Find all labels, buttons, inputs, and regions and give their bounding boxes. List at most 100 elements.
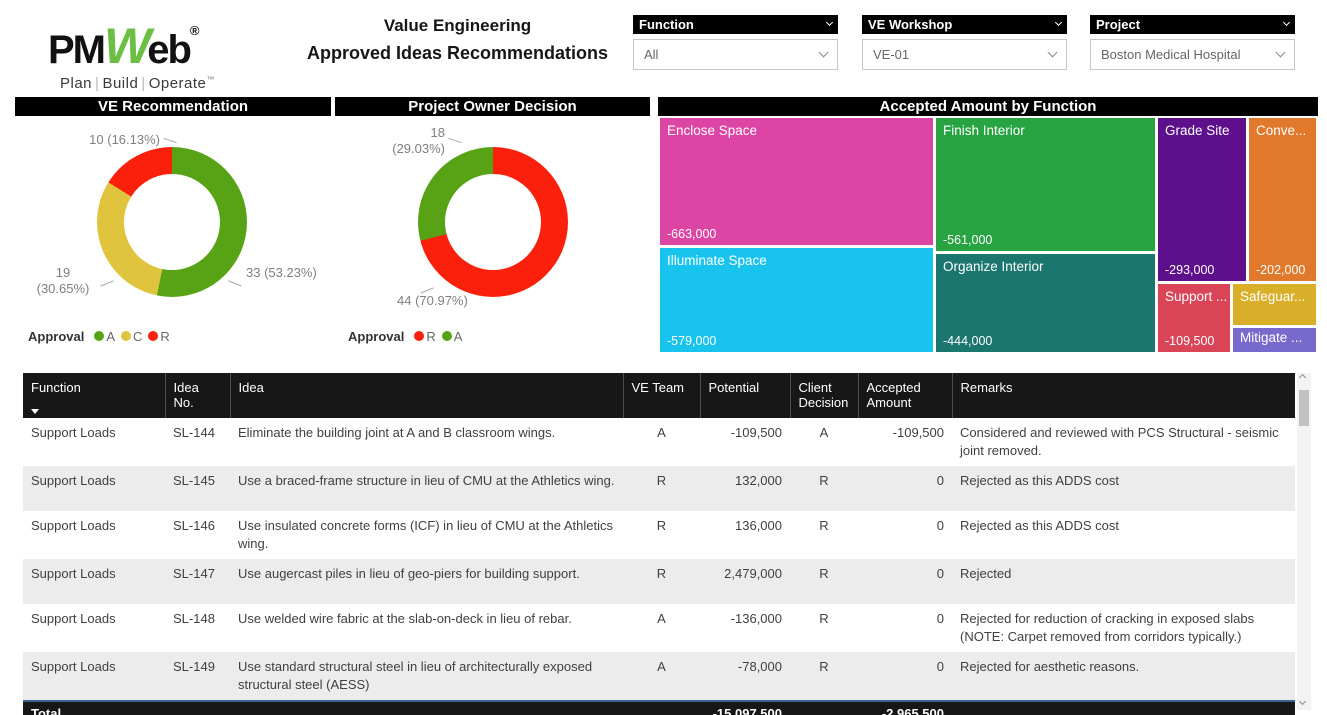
callout-line (448, 137, 462, 144)
scroll-up-icon[interactable] (1298, 373, 1307, 382)
legend-label-c: C (133, 329, 143, 344)
table-row: Support Loads SL-149 Use standard struct… (23, 652, 1295, 701)
cell-ve-team: A (657, 425, 666, 440)
cell-idea: Eliminate the building joint at A and B … (238, 425, 556, 440)
slicer-project-dropdown[interactable]: Boston Medical Hospital (1090, 39, 1295, 70)
table-scrollbar[interactable] (1297, 373, 1311, 710)
cell-idea: Use standard structural steel in lieu of… (230, 652, 623, 701)
cell-potential: -109,500 (730, 425, 782, 440)
col-idea[interactable]: Idea (230, 373, 624, 418)
tile-name: Organize Interior (943, 259, 1044, 274)
ve-recommendation-legend: Approval A C R (28, 329, 170, 344)
scrollbar-thumb[interactable] (1299, 390, 1309, 426)
legend-title: Approval (348, 329, 405, 344)
cell-function: Support Loads (23, 559, 165, 604)
col-idea-no[interactable]: Idea No. (165, 373, 231, 418)
ve-recommendation-donut[interactable] (97, 147, 247, 297)
tile-name: Grade Site (1165, 123, 1230, 138)
chevron-down-icon (818, 47, 829, 58)
pmweb-logo: PMWeb® Plan | Build | Operate™ (48, 8, 263, 92)
slicer-project: Project Boston Medical Hospital (1090, 15, 1295, 70)
cell-idea: Use a braced-frame structure in lieu of … (230, 466, 623, 511)
slicer-project-value: Boston Medical Hospital (1101, 47, 1241, 62)
sort-descending-icon (31, 409, 39, 414)
slicer-project-header[interactable]: Project (1090, 15, 1295, 34)
tile-value: -202,000 (1256, 263, 1306, 277)
donut-label-c: 19 (30.65%) (36, 265, 90, 296)
col-client-decision[interactable]: Client Decision (790, 373, 859, 418)
col-remarks[interactable]: Remarks (952, 373, 1295, 418)
col-accepted-amount[interactable]: Accepted Amount (858, 373, 953, 418)
callout-line (100, 280, 114, 287)
donut-label-a: 18 (29.03%) (392, 125, 445, 156)
treemap-tile-grade-site[interactable]: Grade Site -293,000 (1158, 118, 1246, 281)
tile-value: -561,000 (943, 233, 993, 247)
tile-name: Illuminate Space (667, 253, 767, 268)
tile-name: Finish Interior (943, 123, 1025, 138)
report-title-line1: Value Engineering (383, 16, 532, 35)
legend-dot-r[interactable] (414, 331, 425, 341)
donut-label-a: 33 (53.23%) (246, 265, 317, 280)
tile-name: Mitigate ... (1240, 330, 1303, 345)
cell-accepted-amount: 0 (858, 466, 952, 511)
slicer-ve-workshop-dropdown[interactable]: VE-01 (862, 39, 1067, 70)
cell-accepted-amount: -109,500 (892, 425, 944, 440)
legend-label-r: R (160, 329, 170, 344)
table-header-row: Function Idea No. Idea VE Team Potential… (23, 373, 1295, 418)
legend-dot-a[interactable] (441, 331, 452, 341)
cell-idea-no: SL-144 (173, 425, 215, 440)
cell-remarks: Rejected as this ADDS cost (960, 518, 1119, 533)
slicer-function: Function All (633, 15, 838, 70)
treemap-tile-safeguard[interactable]: Safeguar... (1233, 284, 1316, 325)
treemap-tile-finish-interior[interactable]: Finish Interior -561,000 (936, 118, 1155, 251)
cell-remarks: Rejected as this ADDS cost (952, 466, 1295, 511)
donut-label-r: 44 (70.97%) (397, 293, 468, 308)
table-row: Support Loads SL-145 Use a braced-frame … (23, 466, 1295, 511)
treemap-tile-illuminate-space[interactable]: Illuminate Space -579,000 (660, 248, 933, 352)
tile-value: -579,000 (667, 334, 717, 348)
treemap-tile-support-loads[interactable]: Support ... -109,500 (1158, 284, 1230, 352)
callout-line (163, 137, 177, 144)
legend-label-a: A (106, 329, 116, 344)
treemap-tile-mitigate[interactable]: Mitigate ... (1233, 328, 1316, 352)
legend-dot-r[interactable] (148, 331, 159, 341)
legend-dot-c[interactable] (121, 331, 132, 341)
cell-accepted-amount: 0 (858, 652, 952, 701)
pmweb-logo-swoosh: W (104, 18, 151, 74)
cell-function: Support Loads (23, 652, 165, 701)
chevron-down-icon (825, 18, 834, 27)
table-row: Support Loads SL-147 Use augercast piles… (23, 559, 1295, 604)
pmweb-tagline: Plan | Build | Operate™ (60, 75, 215, 92)
slicer-ve-workshop-header[interactable]: VE Workshop (862, 15, 1067, 34)
slicer-function-header[interactable]: Function (633, 15, 838, 34)
cell-idea-no: SL-148 (173, 611, 215, 626)
chevron-down-icon (1054, 18, 1063, 27)
col-function[interactable]: Function (23, 373, 166, 418)
project-owner-decision-donut[interactable] (418, 147, 568, 297)
col-potential[interactable]: Potential (700, 373, 791, 418)
slicer-function-dropdown[interactable]: All (633, 39, 838, 70)
cell-idea: Use welded wire fabric at the slab-on-de… (238, 611, 572, 626)
col-ve-team[interactable]: VE Team (623, 373, 701, 418)
cell-function: Support Loads (31, 518, 116, 533)
slicer-function-value: All (644, 47, 659, 62)
cell-potential: -78,000 (700, 652, 790, 701)
cell-idea-no: SL-145 (165, 466, 230, 511)
chevron-down-icon (1282, 18, 1291, 27)
accepted-amount-title: Accepted Amount by Function (658, 97, 1318, 116)
treemap-tile-convey[interactable]: Conve... -202,000 (1249, 118, 1316, 281)
scroll-down-icon[interactable] (1298, 697, 1307, 706)
cell-potential: 2,479,000 (700, 559, 790, 604)
accepted-amount-treemap: Enclose Space -663,000 Finish Interior -… (658, 116, 1318, 352)
treemap-tile-enclose-space[interactable]: Enclose Space -663,000 (660, 118, 933, 245)
legend-dot-a[interactable] (94, 331, 105, 341)
table-row: Support Loads SL-148 Use welded wire fab… (23, 604, 1295, 652)
tile-value: -444,000 (943, 334, 993, 348)
slicer-ve-workshop-label: VE Workshop (868, 17, 953, 32)
cell-client-decision: A (819, 425, 829, 440)
project-owner-decision-legend: Approval R A (348, 329, 462, 344)
treemap-tile-organize-interior[interactable]: Organize Interior -444,000 (936, 254, 1155, 352)
total-accepted-amount: -2,965,500 (858, 700, 952, 715)
ideas-table: Function Idea No. Idea VE Team Potential… (23, 373, 1295, 715)
